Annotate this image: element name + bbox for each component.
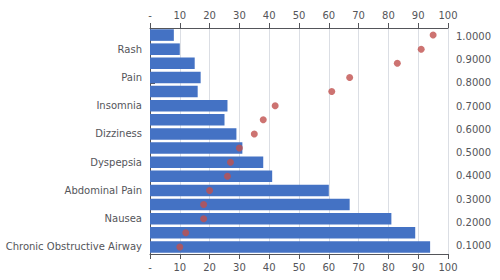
svg-text:Dizziness: Dizziness xyxy=(95,128,142,139)
svg-text:-: - xyxy=(148,262,152,273)
svg-text:Rash: Rash xyxy=(118,44,142,55)
svg-text:0.8000: 0.8000 xyxy=(456,77,491,88)
svg-text:40: 40 xyxy=(263,262,276,273)
svg-text:0.9000: 0.9000 xyxy=(456,54,491,65)
svg-text:90: 90 xyxy=(412,10,425,21)
svg-text:0.1000: 0.1000 xyxy=(456,240,491,251)
svg-text:10: 10 xyxy=(173,10,186,21)
svg-text:80: 80 xyxy=(382,10,395,21)
svg-text:Insomnia: Insomnia xyxy=(96,100,142,111)
svg-text:30: 30 xyxy=(233,262,246,273)
svg-text:0.7000: 0.7000 xyxy=(456,101,491,112)
svg-text:60: 60 xyxy=(322,262,335,273)
svg-text:Dyspepsia: Dyspepsia xyxy=(90,157,142,168)
svg-text:100: 100 xyxy=(438,10,457,21)
svg-text:0.3000: 0.3000 xyxy=(456,194,491,205)
svg-text:Nausea: Nausea xyxy=(105,213,142,224)
svg-text:10: 10 xyxy=(173,262,186,273)
svg-text:70: 70 xyxy=(352,10,365,21)
svg-text:1.0000: 1.0000 xyxy=(456,31,491,42)
svg-text:20: 20 xyxy=(203,262,216,273)
svg-text:100: 100 xyxy=(438,262,457,273)
svg-text:20: 20 xyxy=(203,10,216,21)
svg-text:50: 50 xyxy=(293,262,306,273)
svg-text:Pain: Pain xyxy=(121,72,142,83)
svg-text:0.4000: 0.4000 xyxy=(456,170,491,181)
svg-text:70: 70 xyxy=(352,262,365,273)
svg-text:0.5000: 0.5000 xyxy=(456,147,491,158)
svg-text:30: 30 xyxy=(233,10,246,21)
svg-text:90: 90 xyxy=(412,262,425,273)
svg-text:0.2000: 0.2000 xyxy=(456,217,491,228)
svg-text:80: 80 xyxy=(382,262,395,273)
svg-text:-: - xyxy=(148,10,152,21)
svg-text:Chronic Obstructive Airway: Chronic Obstructive Airway xyxy=(6,241,142,252)
svg-text:60: 60 xyxy=(322,10,335,21)
svg-text:Abdominal Pain: Abdominal Pain xyxy=(65,185,142,196)
svg-text:50: 50 xyxy=(293,10,306,21)
svg-text:0.6000: 0.6000 xyxy=(456,124,491,135)
svg-text:40: 40 xyxy=(263,10,276,21)
